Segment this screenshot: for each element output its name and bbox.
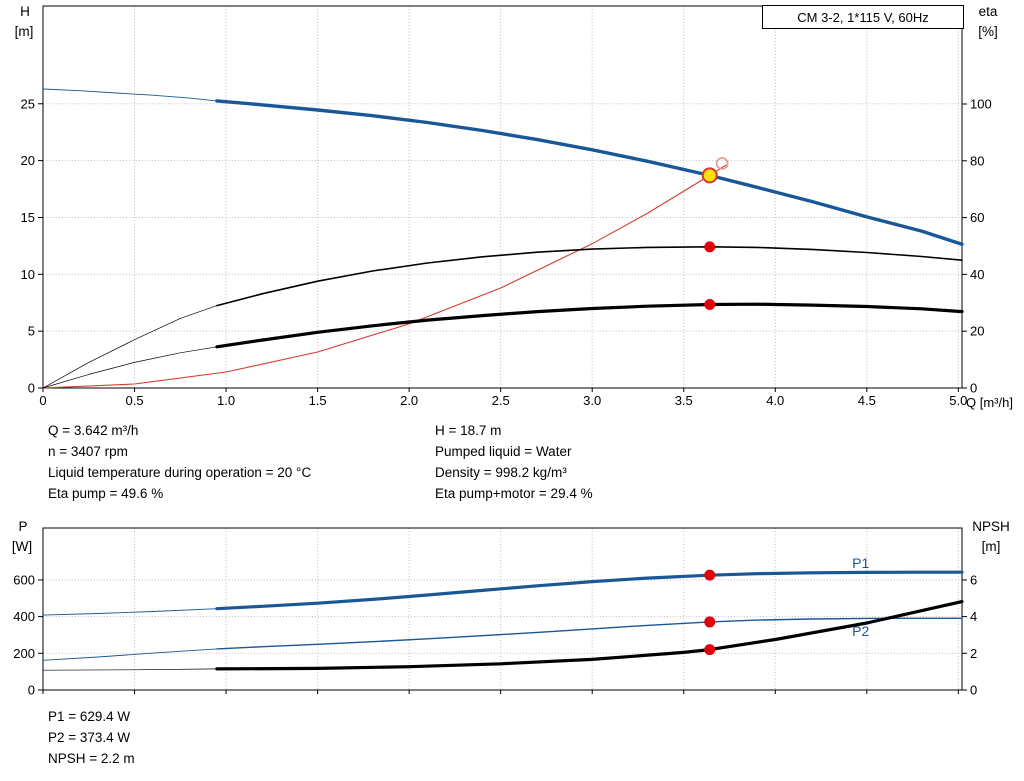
npsh-axis-title: NPSH xyxy=(972,519,1010,534)
operating-data-left-column: Q = 3.642 m³/h n = 3407 rpm Liquid tempe… xyxy=(48,420,311,504)
series-eta-pump-ext xyxy=(42,305,218,389)
x-tick-label: 4.5 xyxy=(858,393,876,408)
series-eta-pump xyxy=(216,246,963,307)
eta-total-marker xyxy=(704,298,716,310)
y-left-tick-label: 200 xyxy=(13,646,35,661)
requested-point-marker xyxy=(715,157,729,170)
info-line-eta-pump: Eta pump = 49.6 % xyxy=(48,486,164,501)
npsh-axis-unit: [m] xyxy=(981,539,1001,554)
info-line-p1: P1 = 629.4 W xyxy=(48,709,131,724)
info-line-density: Density = 998.2 kg/m³ xyxy=(435,465,567,480)
info-line-eta-total: Eta pump+motor = 29.4 % xyxy=(435,486,593,501)
duty-point-marker xyxy=(701,167,718,184)
series-head-ext xyxy=(42,88,218,102)
y-left-tick-label: 0 xyxy=(28,381,35,396)
x-tick-label: 3.0 xyxy=(583,393,601,408)
series-p2-ext xyxy=(42,648,218,661)
x-tick-label: 0 xyxy=(39,393,46,408)
power-data-column: P1 = 629.4 W P2 = 373.4 W NPSH = 2.2 m xyxy=(48,706,135,769)
x-tick-label: 5.0 xyxy=(949,393,967,408)
y-right-tick-label: 100 xyxy=(970,96,992,111)
p-axis-title: P xyxy=(18,519,28,534)
y-right-tick-label: 40 xyxy=(970,267,984,282)
q-axis-title: Q [m³/h] xyxy=(966,395,1013,410)
y-right-tick-label: 60 xyxy=(970,210,984,225)
info-line-q: Q = 3.642 m³/h xyxy=(48,423,139,438)
p-axis-unit: [W] xyxy=(11,539,33,554)
eta-axis-title: eta xyxy=(978,4,998,19)
info-line-npsh: NPSH = 2.2 m xyxy=(48,751,135,766)
pump-model-label: CM 3-2, 1*115 V, 60Hz xyxy=(797,9,929,25)
x-tick-label: 3.5 xyxy=(675,393,693,408)
series-p2 xyxy=(216,617,963,650)
curve-label-P1: P1 xyxy=(852,555,869,571)
info-line-h: H = 18.7 m xyxy=(435,423,502,438)
y-left-tick-label: 400 xyxy=(13,609,35,624)
p2-marker xyxy=(704,616,716,628)
info-line-p2: P2 = 373.4 W xyxy=(48,730,131,745)
y-left-tick-label: 10 xyxy=(21,267,35,282)
series-npsh xyxy=(215,600,964,671)
info-line-temp: Liquid temperature during operation = 20… xyxy=(48,465,312,480)
series-eta-total-ext xyxy=(42,346,218,389)
x-tick-label: 2.5 xyxy=(492,393,510,408)
y-left-tick-label: 25 xyxy=(21,96,35,111)
eta-pump-marker xyxy=(704,241,716,253)
series-eta-total xyxy=(215,302,964,349)
npsh-marker xyxy=(704,644,716,656)
y-right-tick-label: 80 xyxy=(970,153,984,168)
series-p1-ext xyxy=(42,608,218,616)
x-tick-label: 2.0 xyxy=(400,393,418,408)
x-tick-label: 0.5 xyxy=(125,393,143,408)
y-right-tick-label: 0 xyxy=(970,381,977,396)
x-tick-label: 4.0 xyxy=(766,393,784,408)
x-tick-label: 1.5 xyxy=(309,393,327,408)
y-right-tick-label: 6 xyxy=(970,572,977,587)
series-system xyxy=(42,164,727,389)
y-right-tick-label: 0 xyxy=(970,683,977,698)
y-left-tick-label: 0 xyxy=(28,683,35,698)
eta-axis-unit: [%] xyxy=(978,24,998,39)
y-left-tick-label: 15 xyxy=(21,210,35,225)
pump-model-box: CM 3-2, 1*115 V, 60Hz xyxy=(762,5,964,29)
info-line-liquid: Pumped liquid = Water xyxy=(435,444,572,459)
h-axis-unit: [m] xyxy=(14,24,34,39)
y-left-tick-label: 600 xyxy=(13,572,35,587)
curve-label-P2: P2 xyxy=(852,623,869,639)
y-right-tick-label: 2 xyxy=(970,646,977,661)
info-line-n: n = 3407 rpm xyxy=(48,444,128,459)
y-right-tick-label: 4 xyxy=(970,609,977,624)
y-left-tick-label: 20 xyxy=(21,153,35,168)
plot-frame xyxy=(42,527,963,691)
plot-frame xyxy=(42,5,963,389)
y-left-tick-label: 5 xyxy=(28,324,35,339)
h-axis-title: H xyxy=(20,4,30,19)
operating-data-right-column: H = 18.7 m Pumped liquid = Water Density… xyxy=(435,420,593,504)
series-head xyxy=(215,99,964,246)
p1-marker xyxy=(704,569,716,581)
y-right-tick-label: 20 xyxy=(970,324,984,339)
series-npsh-ext xyxy=(42,668,218,671)
series-p1 xyxy=(215,570,964,611)
x-tick-label: 1.0 xyxy=(217,393,235,408)
